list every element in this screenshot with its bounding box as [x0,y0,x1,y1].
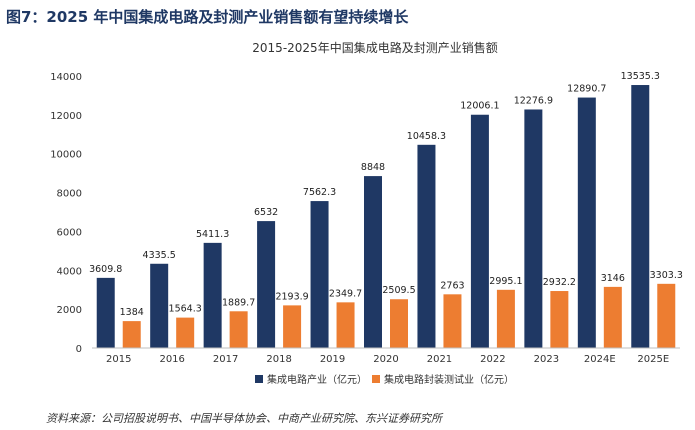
bar-packaging-testing [336,302,355,348]
bar-ic-industry [150,263,169,348]
bar-packaging-testing [603,286,622,348]
bar-ic-industry [470,114,489,348]
x-tick-label: 2016 [159,354,184,365]
bar-packaging-testing [390,299,408,348]
data-label: 2763 [440,280,464,291]
bar-packaging-testing [657,283,676,348]
source-note: 资料来源：公司招股说明书、中国半导体协会、中商产业研究院、东兴证券研究所 [46,412,442,425]
data-label: 12890.7 [567,84,606,95]
chart-title: 2015-2025年中国集成电路及封测产业销售额 [252,40,497,55]
y-tick-label: 2000 [57,305,82,316]
data-label: 10458.3 [407,131,446,142]
x-tick-label: 2017 [213,354,238,365]
y-tick-label: 6000 [57,227,82,238]
data-label: 3146 [601,273,625,284]
x-tick-label: 2020 [373,354,398,365]
data-label: 1889.7 [222,297,255,308]
data-label: 4335.5 [143,250,176,261]
bar-packaging-testing [122,321,141,348]
y-tick-label: 4000 [57,266,82,277]
data-label: 5411.3 [196,229,229,240]
data-label: 2193.9 [275,291,308,302]
bar-ic-industry [96,277,115,348]
data-label: 12276.9 [514,95,553,106]
x-tick-label: 2018 [266,354,291,365]
data-label: 2995.1 [489,276,522,287]
legend-label: 集成电路封装测试业（亿元） [384,373,514,386]
y-tick-label: 10000 [50,150,82,161]
legend-swatch [372,375,380,383]
data-label: 13535.3 [621,71,660,82]
data-label: 1564.3 [169,304,202,315]
bars-layer: 3609.8 1384 4335.5 1564.3 5411.3 1889.7 6532 21… [89,71,683,349]
bar-ic-industry [417,144,436,348]
legend-swatch [255,375,263,383]
y-tick-label: 12000 [50,111,82,122]
x-tick-label: 2023 [534,354,559,365]
y-axis: 0 2000 4000 6000 8000 10000 12000 14000 [50,72,82,355]
bar-packaging-testing [229,311,248,348]
x-tick-label: 2021 [427,354,452,365]
bar-packaging-testing [443,294,462,348]
data-label: 3303.3 [650,270,683,281]
x-tick-label: 2015 [106,354,131,365]
bar-ic-industry [631,85,650,349]
x-tick-label: 2025E [637,354,669,365]
x-axis: 2015 2016 2017 2018 2019 2020 2021 2022 2023 2024… [92,347,680,365]
legend: 集成电路产业（亿元） 集成电路封装测试业（亿元） [255,373,514,386]
bar-ic-industry [203,242,222,348]
data-label: 3609.8 [89,264,122,275]
bar-ic-industry [257,221,276,348]
data-label: 7562.3 [303,187,336,198]
bar-ic-industry [577,97,596,348]
data-label: 1384 [120,307,144,318]
data-label: 8848 [361,162,385,173]
bar-packaging-testing [550,291,569,348]
x-tick-label: 2019 [320,354,345,365]
x-tick-label: 2024E [584,354,616,365]
data-label: 12006.1 [460,101,499,112]
bar-packaging-testing [176,317,195,348]
data-label: 2349.7 [329,288,362,299]
figure-label: 图7：2025 年中国集成电路及封测产业销售额有望持续增长 [6,8,409,26]
y-tick-label: 0 [76,344,82,355]
bar-packaging-testing [283,305,302,348]
y-tick-label: 8000 [57,189,82,200]
y-tick-label: 14000 [50,72,82,83]
bar-ic-industry [364,176,382,348]
bar-ic-industry [524,109,543,348]
data-label: 2932.2 [543,277,576,288]
data-label: 6532 [254,207,278,218]
bar-packaging-testing [496,289,515,348]
bar-ic-industry [310,201,329,348]
legend-label: 集成电路产业（亿元） [267,373,367,386]
x-tick-label: 2022 [480,354,505,365]
data-label: 2509.5 [382,285,415,296]
